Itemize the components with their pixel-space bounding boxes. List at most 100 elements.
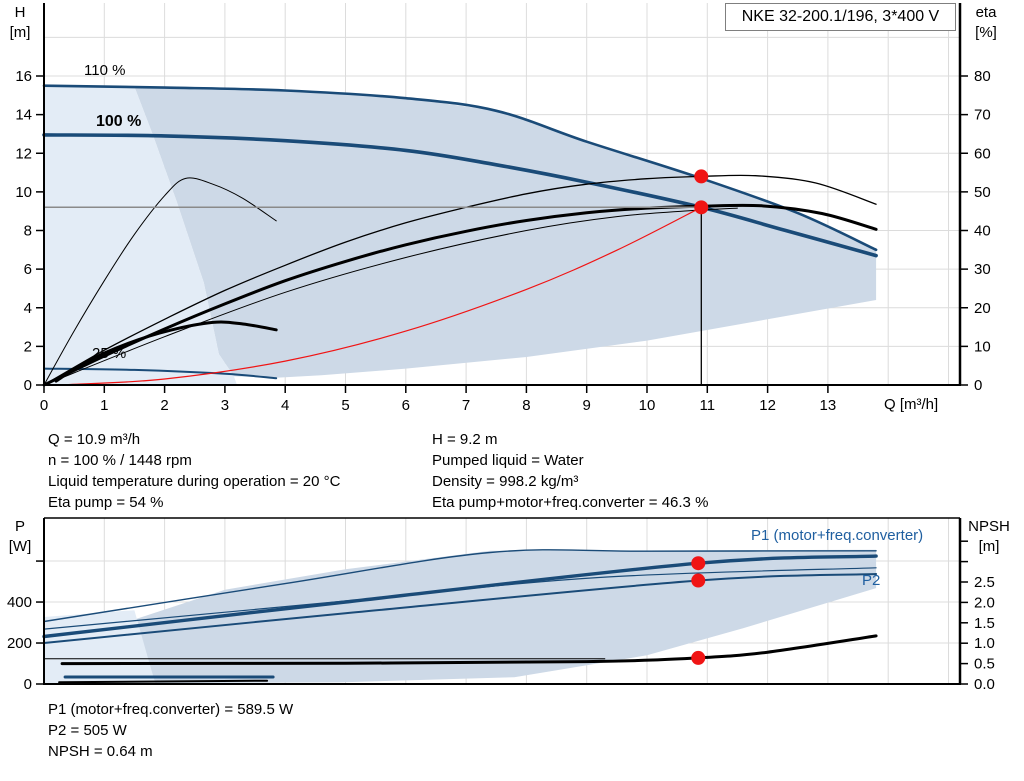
right-tick-label: 20: [974, 300, 991, 317]
speed-label-100: 100 %: [96, 113, 142, 130]
right-tick-label: 2.5: [974, 574, 995, 591]
h-axis-label-line1: H: [14, 4, 26, 21]
x-tick-label: 9: [583, 397, 591, 414]
x-tick-label: 3: [221, 397, 229, 414]
right-tick-label: 2.0: [974, 594, 995, 611]
duty-info-right-column: H = 9.2 m Pumped liquid = Water Density …: [432, 429, 708, 513]
right-tick-label: 60: [974, 145, 991, 162]
left-tick-label: 10: [15, 184, 32, 201]
info-npsh: NPSH = 0.64 m: [48, 743, 153, 760]
pump-title-box: NKE 32-200.1/196, 3*400 V: [725, 3, 956, 31]
right-tick-label: 0: [974, 377, 982, 394]
right-tick-label: 0.5: [974, 656, 995, 673]
x-tick-label: 1: [100, 397, 108, 414]
x-tick-label: 8: [522, 397, 530, 414]
hq-curve-110pct: [42, 84, 878, 252]
right-tick-label: 0.0: [974, 676, 995, 693]
p-curve-25pct-black: [58, 679, 269, 684]
left-tick-label: 4: [24, 300, 32, 317]
info-eta-total: Eta pump+motor+freq.converter = 46.3 %: [432, 494, 709, 511]
p-axis-label: P [W]: [2, 517, 38, 557]
p1-curve-100pct: [42, 554, 878, 639]
right-tick-label: 1.0: [974, 635, 995, 652]
right-tick-label: 80: [974, 68, 991, 85]
x-tick-label: 12: [759, 397, 776, 414]
right-tick-label: 1.5: [974, 615, 995, 632]
eta-thin-secondary: [43, 207, 738, 386]
speed-label-110: 110 %: [84, 62, 126, 79]
npsh-axis-label-line1: NPSH: [968, 518, 1010, 535]
info-liquid-temp: Liquid temperature during operation = 20…: [48, 473, 341, 490]
info-p2: P2 = 505 W: [48, 722, 127, 739]
left-tick-label: 16: [15, 68, 32, 85]
info-n: n = 100 % / 1448 rpm: [48, 452, 192, 469]
left-tick-label: 14: [15, 107, 32, 124]
info-h: H = 9.2 m: [432, 431, 498, 448]
right-tick-label: 50: [974, 184, 991, 201]
right-tick-label: 10: [974, 338, 991, 355]
npsh-duty-point: [691, 650, 706, 665]
p1-duty-point: [691, 556, 706, 571]
x-tick-label: 11: [700, 397, 716, 414]
info-pumped-liquid: Pumped liquid = Water: [432, 452, 584, 469]
x-tick-label: 0: [40, 397, 48, 414]
left-tick-label: 12: [15, 145, 32, 162]
left-tick-label: 2: [24, 338, 32, 355]
left-tick-label: 200: [7, 635, 32, 652]
speed-label-25: 25 %: [92, 345, 127, 362]
right-tick-label: 40: [974, 223, 991, 240]
p-axis-label-line2: [W]: [8, 538, 32, 555]
right-tick-label: 70: [974, 107, 991, 124]
eta-bell-small-thick: [54, 320, 278, 383]
x-tick-label: 4: [281, 397, 289, 414]
h-axis-label: H [m]: [2, 3, 38, 43]
left-tick-label: 0: [24, 377, 32, 394]
p2-curve-label: P2: [862, 572, 881, 589]
q-axis-label: Q [m³/h]: [884, 396, 939, 413]
npsh-axis-label-line2: [m]: [978, 538, 1000, 555]
eta-pump-curve: [43, 174, 877, 386]
eta-duty-point: [694, 169, 709, 184]
p1-curve-label: P1 (motor+freq.converter): [751, 527, 924, 544]
info-density: Density = 998.2 kg/m³: [432, 473, 579, 490]
x-tick-label: 10: [639, 397, 656, 414]
x-tick-label: 2: [160, 397, 168, 414]
x-tick-label: 13: [820, 397, 837, 414]
eta-bell-small-thin: [43, 177, 277, 386]
power-info-column: P1 (motor+freq.converter) = 589.5 W P2 =…: [48, 699, 293, 762]
info-eta-pump: Eta pump = 54 %: [48, 494, 164, 511]
info-p1: P1 (motor+freq.converter) = 589.5 W: [48, 701, 294, 718]
envelope-main: [134, 86, 877, 378]
left-tick-label: 400: [7, 594, 32, 611]
left-tick-label: 8: [24, 223, 32, 240]
p1-curve-110pct: [43, 549, 877, 623]
eta-total-curve: [42, 203, 878, 387]
left-tick-label: 0: [24, 676, 32, 693]
p-axis-label-line1: P: [14, 518, 25, 535]
left-tick-label: 6: [24, 261, 32, 278]
x-tick-label: 5: [341, 397, 349, 414]
npsh-axis-label: NPSH [m]: [958, 517, 1020, 557]
eta-axis-label: eta [%]: [964, 3, 1008, 43]
p2-curve-100pct: [43, 573, 878, 644]
p2-duty-point: [691, 573, 706, 588]
x-tick-label: 6: [402, 397, 410, 414]
eta-axis-label-line2: [%]: [975, 24, 997, 41]
npsh-curve: [60, 634, 878, 666]
right-tick-label: 30: [974, 261, 991, 278]
bottom-chart: 0 200 400 0.0 0.5 1.0 1.5 2.0 2.5: [7, 517, 995, 693]
x-tick-label: 7: [462, 397, 470, 414]
info-q: Q = 10.9 m³/h: [48, 431, 141, 448]
pump-title: NKE 32-200.1/196, 3*400 V: [741, 8, 940, 25]
head-duty-point: [694, 200, 709, 215]
envelope-pale: [44, 610, 156, 684]
h-axis-label-line2: [m]: [9, 24, 31, 41]
hq-curve-100pct: [42, 133, 878, 258]
system-curve-red: [67, 206, 702, 386]
envelope-main: [134, 549, 877, 684]
duty-info-left-column: Q = 10.9 m³/h n = 100 % / 1448 rpm Liqui…: [48, 429, 340, 513]
eta-axis-label-line1: eta: [975, 4, 997, 21]
